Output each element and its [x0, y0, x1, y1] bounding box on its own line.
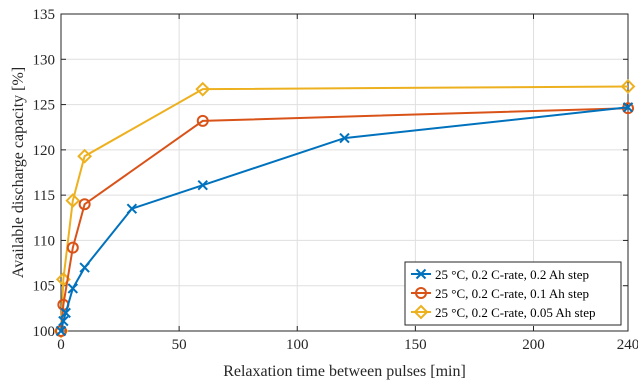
- data-point: [77, 148, 93, 164]
- data-point: [622, 102, 634, 113]
- x-tick-label: 240: [617, 337, 638, 353]
- x-axis-label: Relaxation time between pulses [min]: [223, 363, 466, 380]
- legend-label: 25 °C, 0.2 C-rate, 0.05 Ah step: [435, 305, 595, 320]
- data-point: [197, 179, 208, 191]
- y-tick-label: 115: [33, 188, 55, 204]
- y-tick-label: 135: [33, 7, 56, 23]
- legend-marker: [415, 287, 427, 299]
- x-tick-label: 200: [522, 337, 545, 353]
- legend-item: 25 °C, 0.2 C-rate, 0.05 Ah step: [411, 304, 595, 320]
- legend-marker: [415, 268, 427, 280]
- y-tick-label: 125: [33, 98, 56, 114]
- data-point: [195, 81, 211, 97]
- data-point: [79, 262, 90, 273]
- data-point: [60, 307, 71, 319]
- axes-box: [60, 13, 629, 332]
- x-tick-label: 0: [57, 337, 65, 353]
- legend: 25 °C, 0.2 C-rate, 0.2 Ah step 25 °C, 0.2…: [404, 261, 622, 326]
- data-point: [196, 114, 209, 127]
- data-point: [66, 241, 79, 254]
- y-tick-label: 100: [33, 324, 56, 340]
- series-line: [60, 85, 629, 332]
- data-point: [620, 79, 636, 94]
- data-point: [55, 325, 67, 337]
- series-group: [53, 79, 636, 339]
- legend-label: 25 °C, 0.2 C-rate, 0.2 Ah step: [435, 267, 589, 282]
- legend-box: [404, 261, 622, 326]
- data-point: [58, 315, 69, 327]
- y-tick-label: 120: [33, 143, 56, 159]
- y-tick-label: 105: [33, 279, 56, 295]
- y-tick-label: 110: [33, 233, 55, 249]
- data-point: [126, 203, 138, 214]
- series: [55, 102, 634, 337]
- y-axis-label: Available discharge capacity [%]: [10, 67, 27, 278]
- data-point: [67, 283, 79, 294]
- data-point: [78, 198, 91, 211]
- legend-item: 25 °C, 0.2 C-rate, 0.1 Ah step: [411, 286, 589, 301]
- legend-item: 25 °C, 0.2 C-rate, 0.2 Ah step: [411, 267, 589, 282]
- data-point: [339, 132, 350, 144]
- y-tick-label: 130: [33, 52, 56, 68]
- x-tick-label: 150: [404, 337, 427, 353]
- legend-marker: [413, 304, 429, 320]
- data-point: [55, 325, 67, 337]
- legend-label: 25 °C, 0.2 C-rate, 0.1 Ah step: [435, 286, 589, 301]
- x-tick-label: 100: [286, 337, 309, 353]
- data-point: [65, 193, 81, 208]
- grid: [61, 14, 628, 331]
- x-tick-label: 50: [172, 337, 187, 353]
